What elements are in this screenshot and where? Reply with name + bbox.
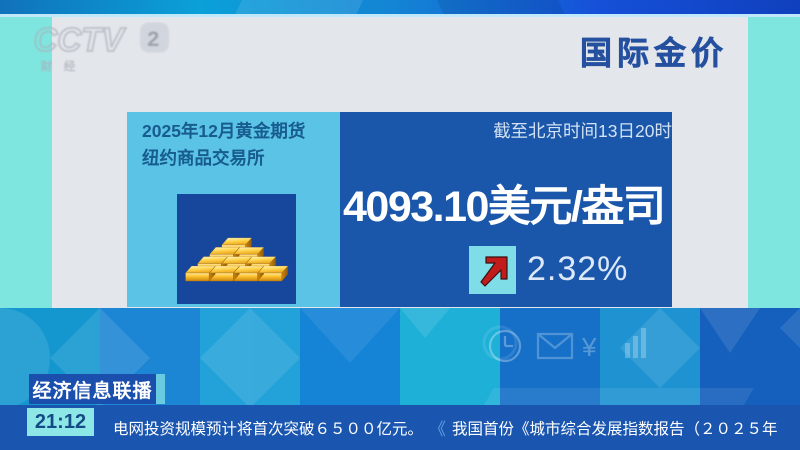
svg-text:¥: ¥ [581,332,597,362]
svg-text:2: 2 [147,26,159,51]
svg-text:CCTV: CCTV [34,22,127,59]
svg-text:财 经: 财 经 [40,59,76,73]
